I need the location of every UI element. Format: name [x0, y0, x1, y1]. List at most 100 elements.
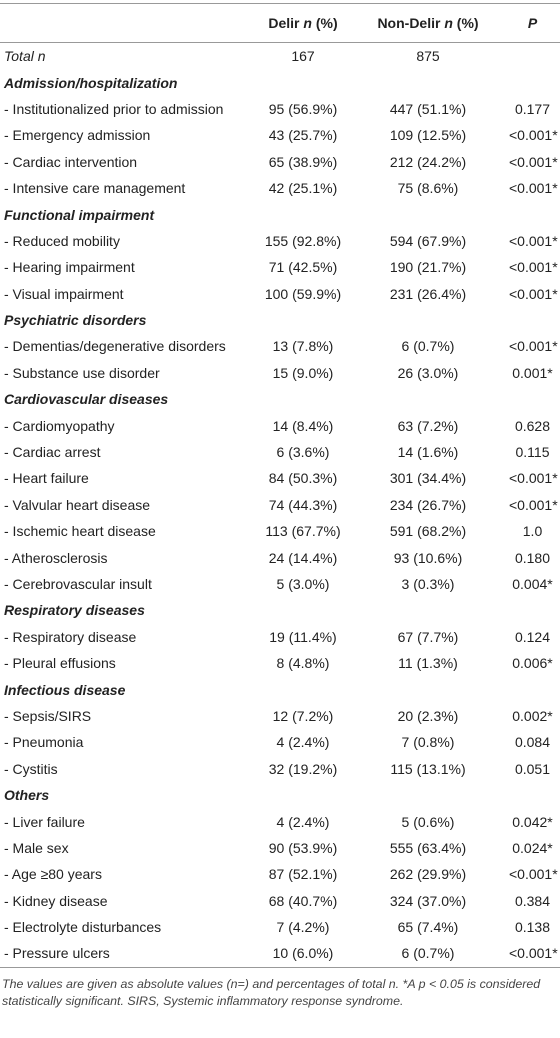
cell: 71 (42.5%)	[268, 259, 338, 276]
cell: <0.001*	[509, 945, 558, 962]
row-label: - Age ≥80 years	[4, 866, 102, 883]
cell: 26 (3.0%)	[397, 364, 459, 381]
table-row: - Substance use disorder 15 (9.0%) 26 (3.0…	[0, 360, 560, 386]
table-row: - Pressure ulcers 10 (6.0%) 6 (0.7%) <0.001…	[0, 940, 560, 968]
header-text: n	[444, 15, 453, 31]
header-cell: Non-Delir n (%)	[351, 4, 505, 43]
cell: 7 (0.8%)	[401, 734, 455, 751]
section-title: Cardiovascular diseases	[4, 391, 169, 408]
table-row: - Intensive care management 42 (25.1%) 75 …	[0, 175, 560, 201]
cell: 301 (34.4%)	[389, 470, 467, 487]
cell: 11 (1.3%)	[398, 655, 458, 672]
cell: 1.0	[522, 523, 543, 540]
cell: 0.138	[514, 919, 551, 936]
row-label: - Cardiac arrest	[4, 444, 101, 461]
header-cell	[0, 4, 255, 43]
cell: 0.180	[514, 549, 551, 566]
cell: 6 (0.7%)	[401, 945, 455, 962]
row-label: - Substance use disorder	[4, 364, 160, 381]
cell: 74 (44.3%)	[268, 496, 338, 513]
table-header: Delir n (%) Non-Delir n (%) P	[0, 3, 560, 43]
table-row: - Cardiomyopathy 14 (8.4%) 63 (7.2%) 0.628	[0, 412, 560, 438]
row-label: - Kidney disease	[4, 892, 108, 909]
row-label: - Emergency admission	[4, 127, 151, 144]
cell: 68 (40.7%)	[268, 892, 338, 909]
row-label: - Liver failure	[4, 813, 85, 830]
row-label: - Pleural effusions	[4, 655, 116, 672]
cell: 0.384	[514, 892, 551, 909]
cell: 24 (14.4%)	[268, 549, 338, 566]
section-title: Functional impairment	[4, 206, 155, 223]
table-row: - Age ≥80 years 87 (52.1%) 262 (29.9%) <0.0…	[0, 861, 560, 887]
table-row: Total n 167 875	[0, 43, 560, 70]
cell: 234 (26.7%)	[389, 496, 467, 513]
cell: 3 (0.3%)	[401, 576, 455, 592]
row-label: - Ischemic heart disease	[4, 523, 156, 540]
cell: 87 (52.1%)	[268, 866, 338, 883]
cell: 0.004*	[512, 576, 553, 592]
cell: 42 (25.1%)	[268, 180, 338, 197]
header-text: Non-Delir	[377, 15, 445, 31]
row-label: - Sepsis/SIRS	[4, 707, 92, 724]
row-label: - Cardiomyopathy	[4, 417, 115, 434]
cell: <0.001*	[509, 180, 558, 197]
row-label: - Hearing impairment	[4, 259, 135, 276]
cell: 109 (12.5%)	[389, 127, 467, 144]
cell: 0.084	[514, 734, 551, 751]
cell: 4 (2.4%)	[276, 734, 330, 751]
table-row: - Cardiac intervention 65 (38.9%) 212 (24.…	[0, 149, 560, 175]
table-row: - Dementias/degenerative disorders 13 (7.…	[0, 333, 560, 359]
page: Delir n (%) Non-Delir n (%) P Total n 167 87…	[0, 3, 560, 1038]
table-row: - Male sex 90 (53.9%) 555 (63.4%) 0.024*	[0, 835, 560, 861]
header-row: Delir n (%) Non-Delir n (%) P	[0, 3, 560, 43]
cell: 0.628	[514, 417, 551, 434]
table-row: - Cerebrovascular insult 5 (3.0%) 3 (0.3%)…	[0, 571, 560, 597]
table-row: - Atherosclerosis 24 (14.4%) 93 (10.6%) 0.1…	[0, 544, 560, 570]
section-row: Admission/hospitalization	[0, 69, 560, 95]
cell: <0.001*	[509, 338, 558, 355]
section-title: Others	[4, 787, 50, 804]
cell: 7 (4.2%)	[276, 919, 330, 936]
table-row: - Emergency admission 43 (25.7%) 109 (12.5…	[0, 122, 560, 148]
row-label: - Heart failure	[4, 470, 89, 487]
cell: 90 (53.9%)	[268, 839, 338, 856]
table-row: - Ischemic heart disease 113 (67.7%) 591 (…	[0, 518, 560, 544]
cell: 100 (59.9%)	[264, 285, 342, 302]
cell: <0.001*	[509, 285, 558, 302]
row-label: - Electrolyte disturbances	[4, 919, 162, 936]
row-label: - Institutionalized prior to admission	[4, 100, 224, 117]
table-row: - Valvular heart disease 74 (44.3%) 234 (2…	[0, 492, 560, 518]
section-title: Admission/hospitalization	[4, 74, 178, 91]
row-label: - Valvular heart disease	[4, 496, 151, 513]
table-row: - Electrolyte disturbances 7 (4.2%) 65 (7.…	[0, 914, 560, 940]
cell: 10 (6.0%)	[272, 945, 334, 962]
cell: 324 (37.0%)	[389, 892, 467, 909]
cell: 5 (0.6%)	[401, 813, 455, 830]
cell: 32 (19.2%)	[268, 760, 338, 777]
cell: 19 (11.4%)	[269, 628, 337, 645]
cell: 63 (7.2%)	[397, 417, 459, 434]
cell: <0.001*	[509, 470, 558, 487]
table-row: - Reduced mobility 155 (92.8%) 594 (67.9%)…	[0, 228, 560, 254]
row-label: - Pressure ulcers	[4, 945, 110, 962]
cell: 0.177	[514, 100, 551, 117]
cell: 447 (51.1%)	[389, 100, 467, 117]
cell: 5 (3.0%)	[276, 576, 330, 592]
cell: 67 (7.7%)	[397, 628, 459, 645]
cell: 12 (7.2%)	[272, 707, 334, 724]
section-title: Psychiatric disorders	[4, 312, 147, 329]
cell: 115 (13.1%)	[390, 760, 466, 777]
cell: 0.024*	[512, 839, 553, 856]
cell: 231 (26.4%)	[389, 285, 467, 302]
table-row: - Cardiac arrest 6 (3.6%) 14 (1.6%) 0.115	[0, 439, 560, 465]
table-row: - Pneumonia 4 (2.4%) 7 (0.8%) 0.084	[0, 729, 560, 755]
data-table: Delir n (%) Non-Delir n (%) P Total n 167 87…	[0, 3, 560, 968]
cell: 65 (38.9%)	[268, 153, 338, 170]
cell: 43 (25.7%)	[268, 127, 338, 144]
table-row: - Hearing impairment 71 (42.5%) 190 (21.7%…	[0, 254, 560, 280]
table-row: - Sepsis/SIRS 12 (7.2%) 20 (2.3%) 0.002*	[0, 703, 560, 729]
section-row: Functional impairment	[0, 201, 560, 227]
cell: 6 (0.7%)	[401, 338, 455, 355]
cell: 84 (50.3%)	[268, 470, 338, 487]
cell: 212 (24.2%)	[389, 153, 467, 170]
